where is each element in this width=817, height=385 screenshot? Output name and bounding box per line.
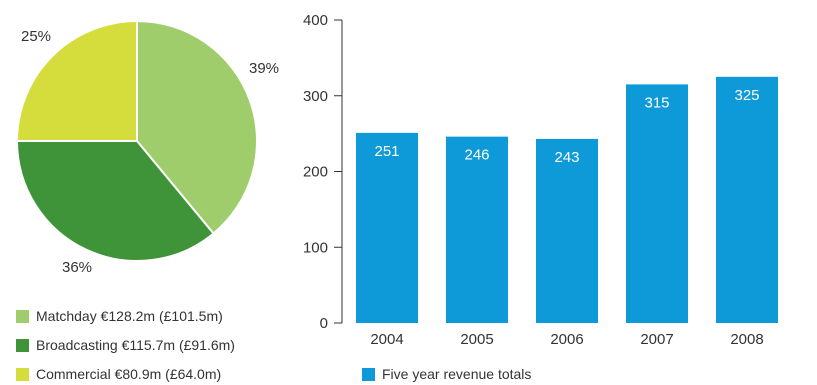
legend-swatch-commercial — [16, 367, 29, 381]
legend-swatch-matchday — [16, 309, 29, 323]
y-tick-label: 400 — [303, 12, 328, 29]
x-tick-label-2006: 2006 — [550, 331, 583, 348]
legend-label-commercial: Commercial €80.9m (£64.0m) — [36, 366, 222, 382]
bar-value-label-2006: 243 — [554, 149, 579, 166]
bar-2005 — [446, 136, 508, 323]
x-tick-label-2005: 2005 — [460, 331, 493, 348]
pie-legend-item-broadcasting: Broadcasting €115.7m (£91.6m) — [16, 337, 235, 353]
y-tick-label: 100 — [303, 239, 328, 256]
bar-value-label-2007: 315 — [644, 94, 669, 111]
y-tick-label: 200 — [303, 164, 328, 181]
legend-swatch-broadcasting — [16, 338, 29, 352]
bar-legend-item: Five year revenue totals — [362, 366, 531, 382]
legend-swatch-revenue — [362, 367, 375, 381]
pie-slice-broadcasting — [15, 140, 215, 262]
y-tick-label: 300 — [303, 88, 328, 105]
x-tick-label-2007: 2007 — [640, 331, 673, 348]
pie-chart: 39% 36% 25% — [15, 19, 279, 276]
bar-2007 — [626, 84, 688, 323]
bar-2006 — [536, 138, 598, 323]
legend-label-broadcasting: Broadcasting €115.7m (£91.6m) — [36, 337, 235, 353]
bar-chart: 0 100 200 300 400 251 2004 246 2005 243 2006 315 200… — [303, 12, 778, 348]
pie-slice-commercial — [15, 19, 138, 142]
pie-label-broadcasting: 36% — [62, 259, 92, 276]
bar-2004 — [356, 132, 418, 323]
pie-slice-matchday — [136, 19, 258, 235]
legend-label-matchday: Matchday €128.2m (£101.5m) — [36, 308, 223, 324]
bar-value-label-2004: 251 — [374, 143, 399, 160]
bar-2008 — [716, 76, 778, 323]
bar-value-label-2005: 246 — [464, 147, 489, 164]
pie-label-matchday: 39% — [249, 60, 279, 77]
y-tick-label: 0 — [320, 315, 328, 332]
bar-value-label-2008: 325 — [734, 87, 759, 104]
pie-legend-item-matchday: Matchday €128.2m (£101.5m) — [16, 308, 223, 324]
x-tick-label-2008: 2008 — [730, 331, 763, 348]
x-tick-label-2004: 2004 — [370, 331, 403, 348]
pie-label-commercial: 25% — [21, 28, 51, 45]
bar-legend-label: Five year revenue totals — [382, 366, 532, 382]
pie-legend-item-commercial: Commercial €80.9m (£64.0m) — [16, 366, 221, 382]
